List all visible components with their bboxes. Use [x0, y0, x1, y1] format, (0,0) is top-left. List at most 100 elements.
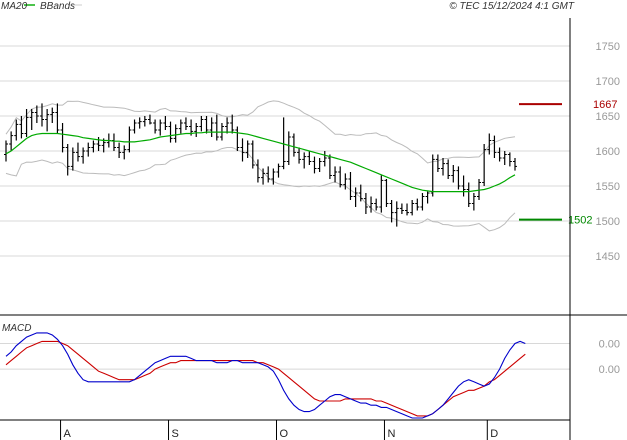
ohlc-bar	[142, 116, 147, 127]
ohlc-bar	[173, 124, 178, 143]
ohlc-bar	[24, 109, 29, 137]
ohlc-bar	[168, 121, 173, 143]
ohlc-bar	[230, 114, 235, 134]
ohlc-bar	[302, 152, 307, 169]
support-resistance-levels: 1667 1502	[519, 99, 617, 227]
ohlc-bar	[122, 145, 127, 160]
price-tick-label: 1450	[596, 251, 620, 263]
ohlc-bar	[235, 126, 240, 151]
ohlc-bar	[266, 166, 271, 183]
bbands-legend-label: BBands	[40, 1, 75, 12]
ohlc-bar	[317, 158, 322, 172]
ohlc-bar	[466, 182, 471, 207]
upper-band-line	[5, 100, 516, 164]
ohlc-bar	[225, 117, 230, 134]
macd-panel-title: MACD	[2, 323, 31, 334]
price-tick-label: 1500	[596, 216, 620, 228]
ohlc-bar	[86, 142, 91, 157]
ohlc-bar	[117, 142, 122, 158]
ohlc-bar	[9, 131, 14, 151]
ohlc-bar	[353, 187, 358, 207]
ohlc-bar	[39, 103, 44, 127]
ma20-line	[5, 131, 516, 193]
month-label: D	[490, 428, 498, 440]
ohlc-bar	[497, 147, 502, 162]
ohlc-bar	[482, 144, 487, 186]
bollinger-bands	[5, 100, 516, 232]
macd-grid	[0, 343, 570, 370]
ma20-path	[5, 131, 516, 193]
ohlc-bar	[477, 179, 482, 200]
ohlc-bar	[250, 140, 255, 169]
price-tick-label: 1550	[596, 181, 620, 193]
ohlc-bar	[50, 107, 55, 123]
ohlc-bar	[153, 119, 158, 134]
ohlc-bar	[19, 116, 24, 139]
ohlc-bar	[281, 117, 286, 170]
ohlc-bar	[286, 131, 291, 165]
ohlc-bar	[435, 154, 440, 172]
ohlc-bar	[45, 109, 50, 132]
month-label: O	[279, 428, 288, 440]
ohlc-bar	[420, 193, 425, 211]
price-tick-label: 1600	[596, 146, 620, 158]
ohlc-bar	[245, 140, 250, 158]
ohlc-bar	[137, 117, 142, 129]
ohlc-bar	[405, 203, 410, 216]
ohlc-bar	[261, 168, 266, 185]
ohlc-bar	[55, 103, 60, 134]
ohlc-bar	[204, 116, 209, 134]
ohlc-bar	[507, 152, 512, 167]
macd-axis-labels: 0.00 0.00	[599, 339, 620, 377]
ohlc-bar	[384, 179, 389, 207]
price-grid	[0, 45, 570, 257]
resistance-label: 1667	[593, 99, 617, 111]
ohlc-bar	[333, 166, 338, 183]
ohlc-bar	[14, 119, 19, 141]
ohlc-bar	[271, 168, 276, 185]
copyright-text: © TEC 15/12/2024 4:1 GMT	[449, 1, 575, 12]
ohlc-bar	[147, 114, 152, 125]
ohlc-bar	[430, 154, 435, 197]
ohlc-bar	[492, 135, 497, 158]
price-panel: 1667 1502 1750 1700 1650 1600 1550 1500 1450	[0, 41, 620, 263]
ohlc-bar	[158, 119, 163, 136]
ohlc-bar	[255, 159, 260, 183]
ohlc-bar	[60, 123, 65, 153]
ohlc-bar	[348, 172, 353, 200]
ohlc-bar	[322, 151, 327, 167]
ohlc-bar	[415, 198, 420, 211]
ohlc-bar	[374, 198, 379, 211]
month-label: S	[172, 428, 179, 440]
ohlc-bar	[471, 193, 476, 211]
ohlc-bar	[487, 133, 492, 155]
macd-lines	[5, 332, 526, 419]
ohlc-bar	[399, 203, 404, 214]
ohlc-bar	[65, 144, 70, 176]
ohlc-bar	[127, 126, 132, 153]
ohlc-bar	[240, 138, 245, 162]
ohlc-bar	[441, 158, 446, 176]
ohlc-bar	[178, 119, 183, 134]
ohlc-bar	[4, 140, 8, 162]
ohlc-bar	[29, 109, 34, 130]
ohlc-bar	[358, 184, 363, 202]
ohlc-bar	[451, 165, 456, 183]
ohlc-bar	[297, 147, 302, 164]
ohlc-bar	[363, 193, 368, 214]
macd-tick-label: 0.00	[599, 339, 620, 351]
lower-band-line	[5, 147, 516, 232]
ohlc-bar	[461, 175, 466, 197]
ohlc-bar	[291, 133, 296, 157]
month-label: A	[64, 428, 72, 440]
price-tick-label: 1750	[596, 41, 620, 53]
macd-tick-label: 0.00	[599, 364, 620, 376]
ohlc-bar	[513, 158, 517, 171]
ma20-legend-label: MA20	[1, 1, 28, 12]
ohlc-bar	[456, 166, 461, 190]
ohlc-bar	[75, 142, 80, 162]
ohlc-bar	[502, 151, 507, 165]
ohlc-bar	[132, 119, 137, 134]
